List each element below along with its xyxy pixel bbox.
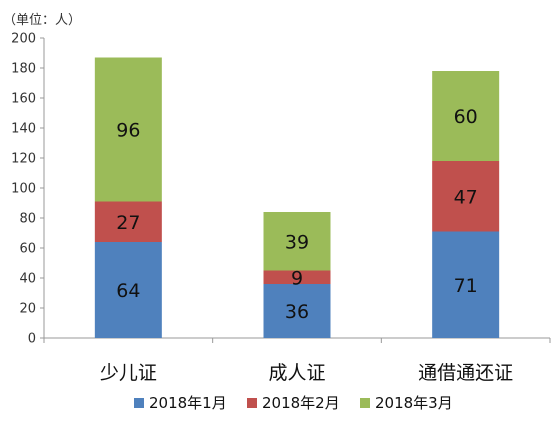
legend-label: 2018年3月 xyxy=(375,394,453,412)
bar-segment xyxy=(263,270,331,284)
legend: 2018年1月 2018年2月 2018年3月 xyxy=(134,394,453,412)
y-tick-label: 60 xyxy=(19,242,36,257)
bar-segment xyxy=(263,212,331,271)
bar-segment xyxy=(432,71,500,161)
y-tick-label: 120 xyxy=(11,152,36,167)
legend-swatch xyxy=(360,398,370,408)
y-tick-label: 200 xyxy=(11,32,36,47)
bar-segment xyxy=(94,242,162,338)
y-ticks: 0 20 40 60 80 100 120 140 160 180 200 xyxy=(11,32,44,347)
bar-segment xyxy=(94,201,162,242)
category-labels: 少儿证 成人证 通借通还证 xyxy=(100,362,513,384)
data-label: 36 xyxy=(285,301,309,323)
data-label: 39 xyxy=(285,231,309,253)
legend-swatch xyxy=(134,398,144,408)
data-label: 60 xyxy=(454,106,478,128)
data-label: 9 xyxy=(291,267,303,289)
bar-segment xyxy=(263,284,331,338)
y-tick-label: 180 xyxy=(11,62,36,77)
category-label: 成人证 xyxy=(268,362,325,384)
legend-swatch xyxy=(247,398,257,408)
data-label: 64 xyxy=(116,280,140,302)
unit-label: （单位：人） xyxy=(3,13,81,28)
x-ticks xyxy=(43,338,551,343)
bar-segment xyxy=(432,231,500,338)
legend-label: 2018年1月 xyxy=(149,394,227,412)
y-tick-label: 80 xyxy=(19,212,36,227)
legend-label: 2018年2月 xyxy=(262,394,340,412)
y-tick-label: 160 xyxy=(11,92,36,107)
y-tick-label: 100 xyxy=(11,182,36,197)
y-tick-label: 40 xyxy=(19,272,36,287)
y-tick-label: 140 xyxy=(11,122,36,137)
category-label: 少儿证 xyxy=(100,362,157,384)
category-label: 通借通还证 xyxy=(418,362,513,384)
bar-segment xyxy=(432,161,500,232)
y-tick-label: 0 xyxy=(28,332,36,347)
bars: 64 27 96 36 9 39 71 47 60 xyxy=(94,57,500,338)
data-label: 71 xyxy=(454,275,478,297)
data-label: 47 xyxy=(454,186,478,208)
data-label: 27 xyxy=(116,212,140,234)
y-tick-label: 20 xyxy=(19,302,36,317)
data-label: 96 xyxy=(116,120,140,142)
bar-segment xyxy=(94,57,162,202)
